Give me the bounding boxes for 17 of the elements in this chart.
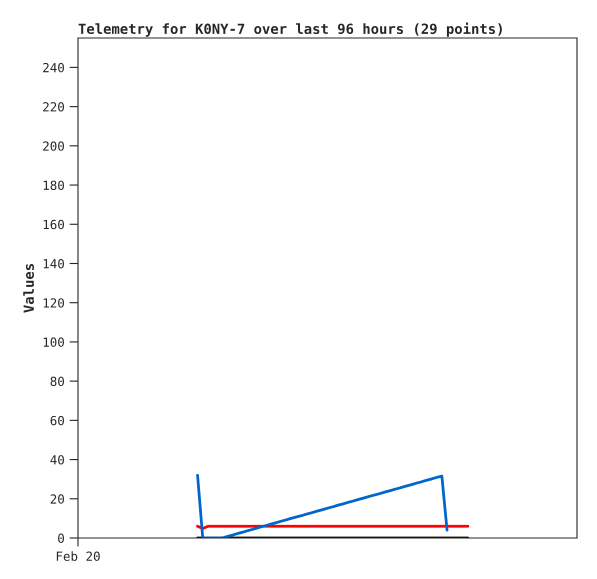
y-tick-label: 160 — [44, 220, 64, 230]
y-tick-label: 180 — [44, 180, 64, 190]
y-tick-label: 40 — [50, 455, 64, 465]
y-tick-label: 200 — [43, 141, 64, 151]
y-tick-label: 120 — [44, 298, 64, 308]
y-tick-label: 0 — [58, 534, 64, 543]
y-axis-title: Values — [23, 264, 34, 313]
y-tick-label: 140 — [44, 258, 64, 268]
y-tick-label: 220 — [43, 102, 64, 112]
y-tick-label: 240 — [43, 62, 64, 72]
y-tick-label: 60 — [50, 416, 64, 426]
y-tick-label: 80 — [50, 376, 64, 386]
y-tick-label: 20 — [50, 494, 64, 504]
y-tick-label: 100 — [44, 337, 64, 347]
line-series — [196, 474, 448, 538]
x-tick-label: Feb 20 — [56, 551, 100, 561]
chart-title: Telemetry for K0NY-7 over last 96 hours (29 points) — [78, 22, 502, 37]
